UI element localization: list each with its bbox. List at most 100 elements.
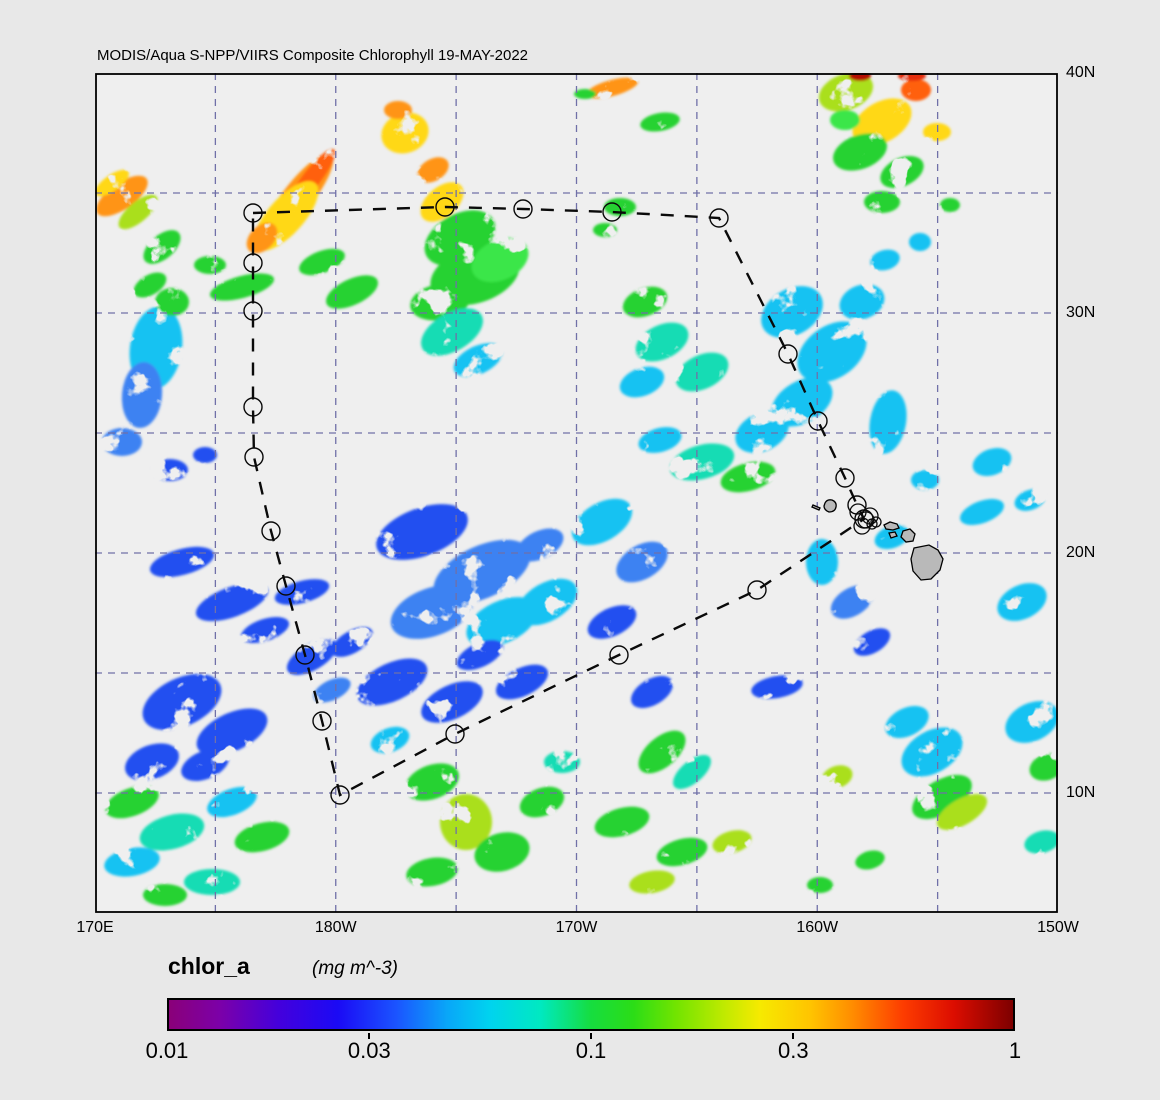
chl-patch bbox=[629, 870, 675, 894]
track-waypoint-circle bbox=[435, 197, 455, 217]
chl-patch bbox=[313, 677, 351, 703]
chl-patch bbox=[149, 546, 215, 578]
chl-patch bbox=[936, 794, 988, 830]
chl-patch bbox=[594, 806, 650, 838]
colorbar-tick-label-0.3: 0.3 bbox=[778, 1038, 809, 1063]
chlorophyll-map-svg bbox=[95, 73, 1058, 913]
chl-patch bbox=[901, 79, 931, 101]
island-big-island bbox=[910, 544, 944, 581]
chl-patch bbox=[911, 470, 939, 490]
lon-label-170E: 170E bbox=[76, 919, 114, 936]
island-niihau-kauai bbox=[823, 499, 837, 513]
chl-patch bbox=[833, 133, 887, 171]
chl-patch bbox=[152, 459, 188, 481]
chl-patch bbox=[587, 605, 637, 639]
map-border bbox=[95, 73, 1058, 913]
chl-patch bbox=[193, 447, 217, 463]
colorbar-tick-mark bbox=[590, 1033, 592, 1039]
chl-patch bbox=[95, 169, 130, 197]
chl-patch bbox=[286, 639, 338, 675]
chl-patch bbox=[1014, 489, 1046, 511]
chl-patch bbox=[234, 821, 290, 853]
colorbar-tick-mark bbox=[792, 1033, 795, 1039]
track-waypoint-circle bbox=[243, 203, 263, 223]
hawaiian-islands bbox=[811, 499, 944, 581]
map-title: MODIS/Aqua S-NPP/VIIRS Composite Chlorop… bbox=[97, 47, 529, 64]
track-waypoint-circle bbox=[312, 711, 332, 731]
chl-patch bbox=[376, 504, 468, 560]
chl-patch bbox=[195, 582, 269, 622]
track-waypoint-circle bbox=[243, 301, 263, 321]
chl-patch bbox=[631, 675, 673, 709]
chl-patch bbox=[181, 748, 229, 782]
track-cluster-circle bbox=[870, 516, 882, 528]
chl-patch bbox=[912, 774, 972, 820]
chl-patch bbox=[735, 411, 789, 453]
chl-patch bbox=[240, 616, 290, 644]
chl-patch bbox=[421, 681, 483, 723]
chl-patch bbox=[405, 763, 459, 801]
chl-patch bbox=[972, 447, 1012, 477]
chl-patch bbox=[656, 837, 708, 867]
cruise-track bbox=[243, 197, 882, 805]
track-waypoint-circle bbox=[295, 645, 315, 665]
chl-patch bbox=[585, 77, 639, 99]
track-waypoint-circle bbox=[330, 785, 350, 805]
chl-patch bbox=[96, 175, 148, 217]
chl-patch bbox=[102, 428, 142, 456]
chl-patch bbox=[619, 366, 665, 398]
chl-patch bbox=[1029, 753, 1058, 781]
colorbar-variable-label: chlor_a bbox=[168, 953, 250, 979]
chl-patch bbox=[471, 237, 529, 283]
track-waypoint-circle bbox=[747, 580, 767, 600]
lat-label-10N: 10N bbox=[1066, 783, 1096, 801]
chl-patch bbox=[370, 726, 410, 754]
chl-patch bbox=[196, 708, 268, 756]
chl-patch bbox=[901, 727, 963, 777]
track-waypoint-circle bbox=[513, 199, 533, 219]
chl-patch bbox=[139, 813, 205, 851]
chl-patch bbox=[821, 765, 853, 789]
track-waypoint-circle bbox=[778, 344, 798, 364]
graticule bbox=[95, 73, 1058, 913]
chl-patch bbox=[207, 786, 257, 818]
chl-patch bbox=[898, 73, 926, 81]
track-waypoint-circle bbox=[276, 576, 296, 596]
chl-patch bbox=[997, 583, 1047, 621]
track-waypoint-circle bbox=[709, 208, 729, 228]
chl-patch bbox=[640, 112, 680, 132]
chl-patch bbox=[326, 275, 378, 309]
track-waypoint-circle bbox=[244, 447, 264, 467]
track-waypoint-circle bbox=[835, 468, 855, 488]
chl-patch bbox=[105, 785, 159, 819]
lat-label-30N: 30N bbox=[1066, 303, 1096, 321]
chl-patch bbox=[669, 443, 735, 481]
chl-patch bbox=[864, 191, 900, 213]
island-oahu bbox=[883, 521, 900, 531]
chl-patch bbox=[839, 284, 885, 320]
chl-patch bbox=[390, 585, 474, 639]
chl-patch bbox=[880, 156, 924, 188]
lon-label-170W: 170W bbox=[555, 919, 598, 936]
island-molokai bbox=[888, 531, 898, 539]
track-waypoint-circle bbox=[445, 724, 465, 744]
chl-patch bbox=[593, 223, 617, 237]
colorbar-tick-mark bbox=[368, 1033, 371, 1039]
chl-patch bbox=[143, 230, 181, 264]
lon-label-150W: 150W bbox=[1037, 919, 1079, 936]
colorbar-tick-label-0.03: 0.03 bbox=[347, 1038, 391, 1063]
chl-patch bbox=[519, 786, 565, 818]
chl-patch bbox=[194, 256, 226, 274]
colorbar-tick-label-1: 1 bbox=[1008, 1038, 1022, 1063]
chl-patch bbox=[421, 308, 483, 356]
chl-patch bbox=[516, 578, 578, 626]
chl-patch bbox=[712, 830, 752, 854]
colorbar-tick-label-0.1: 0.1 bbox=[575, 1038, 607, 1063]
track-waypoint-circle bbox=[602, 202, 622, 222]
chl-patch bbox=[299, 248, 345, 276]
chl-patch bbox=[456, 639, 504, 671]
chl-patch bbox=[1005, 701, 1058, 743]
chl-patch bbox=[104, 847, 160, 877]
chl-patch bbox=[574, 89, 596, 99]
chl-patch bbox=[356, 658, 428, 706]
